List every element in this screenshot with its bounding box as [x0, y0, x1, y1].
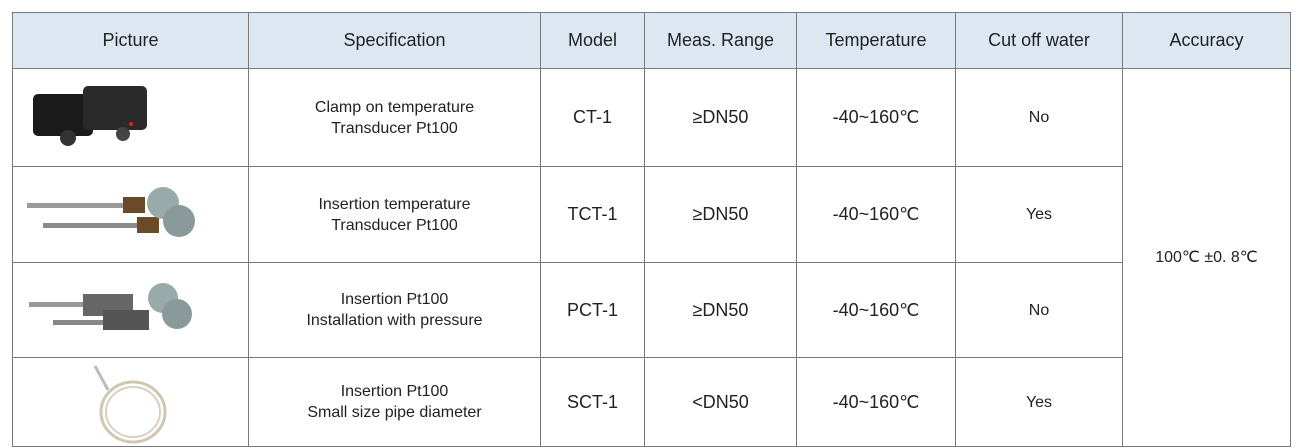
- picture-cell: [12, 166, 249, 263]
- header-cell: Meas. Range: [644, 12, 797, 69]
- model-cell: TCT-1: [540, 166, 645, 263]
- specification-cell: Insertion temperature Transducer Pt100: [248, 166, 541, 263]
- cut-off-water-cell: No: [955, 262, 1123, 358]
- specification-cell: Insertion Pt100 Installation with pressur…: [248, 262, 541, 358]
- specification-cell: Insertion Pt100 Small size pipe diameter: [248, 357, 541, 447]
- table-body: Clamp on temperature Transducer Pt100 CT-1…: [12, 68, 1291, 447]
- cut-off-water-cell: Yes: [955, 357, 1123, 447]
- table-row: Insertion Pt100 Installation with pressur…: [12, 262, 1291, 358]
- range-cell: ≥DN50: [644, 166, 797, 263]
- spec-line: Insertion Pt100: [340, 383, 449, 400]
- header-cell: Picture: [12, 12, 249, 69]
- product-photo: [29, 283, 192, 330]
- temperature-cell: -40~160℃: [796, 357, 956, 447]
- spec-line: Installation with pressure: [306, 312, 483, 329]
- spec-table: Picture Specification Model Meas. Range Temp…: [12, 12, 1291, 447]
- cut-off-water-cell: Yes: [955, 166, 1123, 263]
- range-cell: ≥DN50: [644, 262, 797, 358]
- accuracy-cell: 100℃ ±0. 8℃: [1122, 68, 1291, 447]
- table-row: Insertion temperature Transducer Pt100 TCT…: [12, 166, 1291, 263]
- model-cell: SCT-1: [540, 357, 645, 447]
- cut-off-water-cell: No: [955, 68, 1123, 167]
- table-row: Insertion Pt100 Small size pipe diameter S…: [12, 357, 1291, 447]
- product-photo: [93, 365, 167, 444]
- header-cell: Cut off water: [955, 12, 1123, 69]
- product-photo: [33, 85, 147, 146]
- specification-cell: Clamp on temperature Transducer Pt100: [248, 68, 541, 167]
- picture-cell: [12, 68, 249, 167]
- range-cell: <DN50: [644, 357, 797, 447]
- header-cell: Specification: [248, 12, 541, 69]
- header-row: Picture Specification Model Meas. Range Temp…: [12, 12, 1291, 69]
- spec-line: Insertion Pt100: [340, 291, 449, 308]
- temperature-cell: -40~160℃: [796, 166, 956, 263]
- picture-cell: [12, 262, 249, 358]
- header-cell: Accuracy: [1122, 12, 1291, 69]
- picture-cell: [12, 357, 249, 447]
- spec-line: Small size pipe diameter: [307, 404, 482, 421]
- temperature-cell: -40~160℃: [796, 262, 956, 358]
- range-cell: ≥DN50: [644, 68, 797, 167]
- spec-line: Transducer Pt100: [331, 119, 458, 137]
- spec-line: Clamp on temperature: [314, 98, 475, 116]
- header-cell: Temperature: [796, 12, 956, 69]
- temperature-cell: -40~160℃: [796, 68, 956, 167]
- table-row: Clamp on temperature Transducer Pt100 CT-1…: [12, 68, 1291, 447]
- spec-line: Insertion temperature: [318, 195, 471, 213]
- product-photo: [27, 186, 195, 237]
- header-cell: Model: [540, 12, 645, 69]
- model-cell: CT-1: [540, 68, 645, 167]
- model-cell: PCT-1: [540, 262, 645, 358]
- spec-line: Transducer Pt100: [331, 216, 458, 234]
